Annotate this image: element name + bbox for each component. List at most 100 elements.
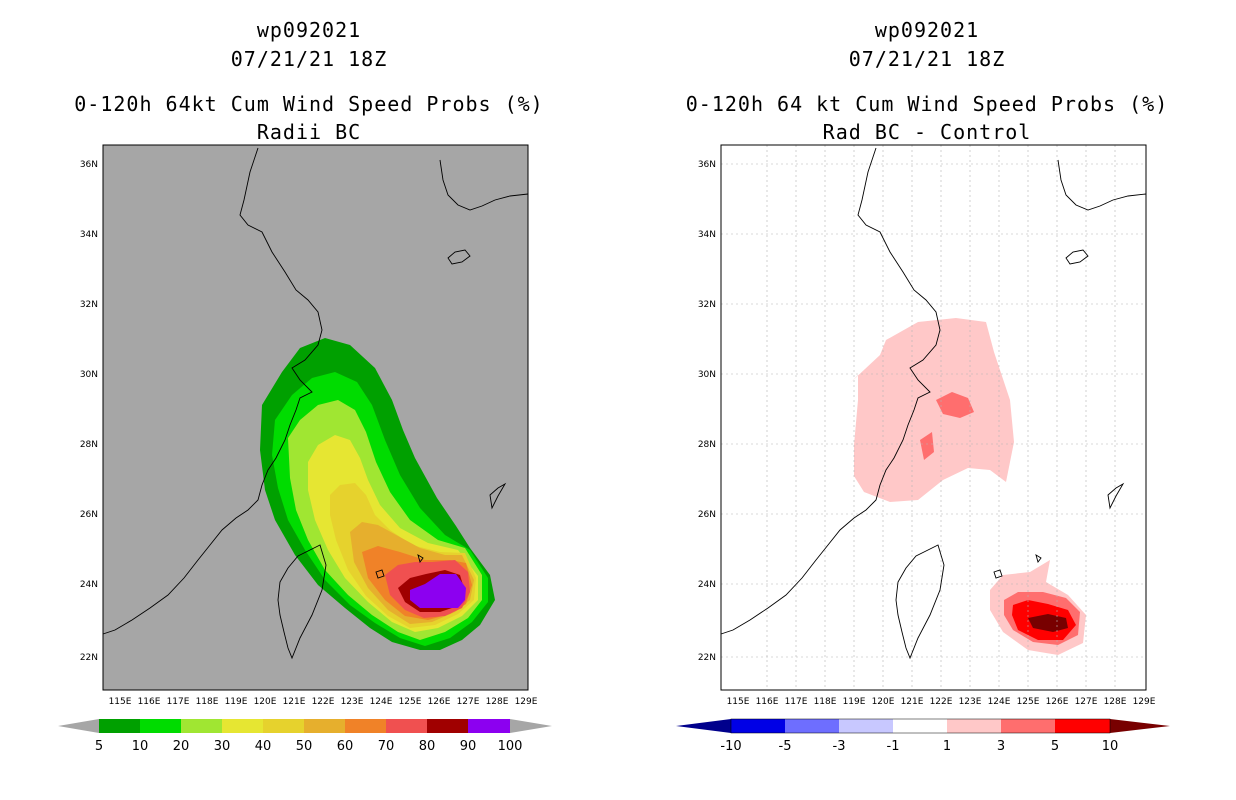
lon-label: 123E	[959, 697, 982, 707]
right-panel: wp092021 07/21/21 18Z 0-120h 64 kt Cum W…	[618, 0, 1236, 800]
lon-label: 124E	[988, 697, 1011, 707]
lon-label: 125E	[1017, 697, 1040, 707]
colorbar-swatch	[839, 719, 893, 733]
lon-label: 129E	[1133, 697, 1156, 707]
lon-label: 128E	[1104, 697, 1127, 707]
lat-label: 30N	[698, 370, 716, 380]
lat-label: 32N	[698, 300, 716, 310]
lon-axis: 115E 116E 117E 118E 119E 120E 121E 122E …	[109, 697, 538, 707]
product-title: 0-120h 64 kt Cum Wind Speed Probs (%)	[685, 92, 1169, 116]
colorbar-over-triangle	[1110, 719, 1170, 733]
map-frame	[102, 144, 529, 691]
colorbar-label: 40	[255, 739, 272, 754]
product-subtitle: Radii BC	[256, 120, 362, 144]
map-frame	[720, 144, 1147, 691]
lon-label: 115E	[109, 697, 132, 707]
lon-label: 126E	[428, 697, 451, 707]
lon-label: 120E	[872, 697, 895, 707]
coastlines	[102, 147, 529, 660]
lat-label: 24N	[698, 580, 716, 590]
colorbar-swatch	[1055, 719, 1110, 733]
island-b	[375, 569, 385, 579]
lon-label: 122E	[312, 697, 335, 707]
china-coast	[102, 147, 323, 635]
grid-lines	[721, 145, 1146, 690]
lon-label: 120E	[254, 697, 277, 707]
colorbar-left: 5 10 20 30 40 50 60 70 80 90 100	[58, 719, 552, 754]
taiwan	[277, 544, 327, 660]
right-map-svg: 36N 34N 32N 30N 28N 26N 24N 22N 115E 116…	[676, 144, 1170, 754]
island-b	[993, 569, 1003, 579]
lon-label: 116E	[138, 697, 161, 707]
colorbar-label: 1	[943, 739, 951, 754]
colorbar-label: 10	[1102, 739, 1119, 754]
coastlines	[720, 147, 1147, 660]
colorbar-label: 50	[296, 739, 313, 754]
jeju-island	[1065, 249, 1089, 265]
colorbar-label: -5	[779, 739, 792, 754]
lon-label: 122E	[930, 697, 953, 707]
lon-label: 128E	[486, 697, 509, 707]
island-c	[489, 482, 507, 510]
lat-label: 34N	[80, 230, 98, 240]
lat-label: 26N	[80, 510, 98, 520]
colorbar-swatch	[140, 719, 181, 733]
colorbar-label: 5	[1051, 739, 1059, 754]
island-a	[417, 554, 424, 563]
lon-label: 118E	[196, 697, 219, 707]
korea-coast	[1057, 159, 1147, 211]
lon-label: 123E	[341, 697, 364, 707]
contour-3-north-a	[936, 392, 974, 418]
lon-label: 127E	[457, 697, 480, 707]
left-map-svg: 36N 34N 32N 30N 28N 26N 24N 22N 115E 116…	[58, 144, 552, 754]
colorbar-under-triangle	[58, 719, 99, 733]
colorbar-label: 10	[132, 739, 149, 754]
taiwan	[895, 544, 945, 660]
contour-10-south	[1028, 614, 1068, 632]
contour-3-north-b	[920, 432, 934, 460]
colorbar-swatch	[99, 719, 140, 733]
colorbar-swatch	[947, 719, 1001, 733]
contour-1-north	[850, 318, 1014, 502]
lon-label: 117E	[167, 697, 190, 707]
colorbar-label: -10	[720, 739, 741, 754]
lon-label: 124E	[370, 697, 393, 707]
lon-label: 119E	[225, 697, 248, 707]
probability-contours	[260, 338, 495, 650]
colorbar-label: 20	[173, 739, 190, 754]
colorbar-label: 90	[460, 739, 477, 754]
storm-id: wp092021	[874, 18, 980, 42]
lon-label: 121E	[283, 697, 306, 707]
left-panel: wp092021 07/21/21 18Z 0-120h 64kt Cum Wi…	[58, 18, 552, 754]
colorbar-label: -3	[833, 739, 846, 754]
colorbar-over-triangle	[510, 719, 552, 733]
lat-label: 26N	[698, 510, 716, 520]
colorbar-swatch	[304, 719, 345, 733]
colorbar-swatch	[893, 719, 947, 733]
colorbar-swatch	[731, 719, 785, 733]
china-coast	[720, 147, 941, 635]
lat-label: 36N	[80, 160, 98, 170]
lon-label: 121E	[901, 697, 924, 707]
lat-axis: 36N 34N 32N 30N 28N 26N 24N 22N	[698, 160, 716, 663]
storm-id: wp092021	[256, 18, 362, 42]
lat-label: 22N	[698, 653, 716, 663]
lat-label: 36N	[698, 160, 716, 170]
init-time: 07/21/21 18Z	[230, 47, 388, 71]
colorbar-label: 5	[95, 739, 103, 754]
colorbar-swatch	[785, 719, 839, 733]
colorbar-right: -10 -5 -3 -1 1 3 5 10	[676, 718, 1170, 754]
colorbar-swatch	[263, 719, 304, 733]
colorbar-swatch	[468, 719, 510, 733]
colorbar-swatch	[427, 719, 468, 733]
colorbar-label: 3	[997, 739, 1005, 754]
lat-label: 28N	[80, 440, 98, 450]
lon-label: 117E	[785, 697, 808, 707]
island-a	[1035, 554, 1042, 563]
lon-label: 118E	[814, 697, 837, 707]
lat-label: 24N	[80, 580, 98, 590]
island-c	[1107, 482, 1125, 510]
lat-label: 22N	[80, 653, 98, 663]
lon-label: 116E	[756, 697, 779, 707]
colorbar-label: 100	[498, 739, 523, 754]
